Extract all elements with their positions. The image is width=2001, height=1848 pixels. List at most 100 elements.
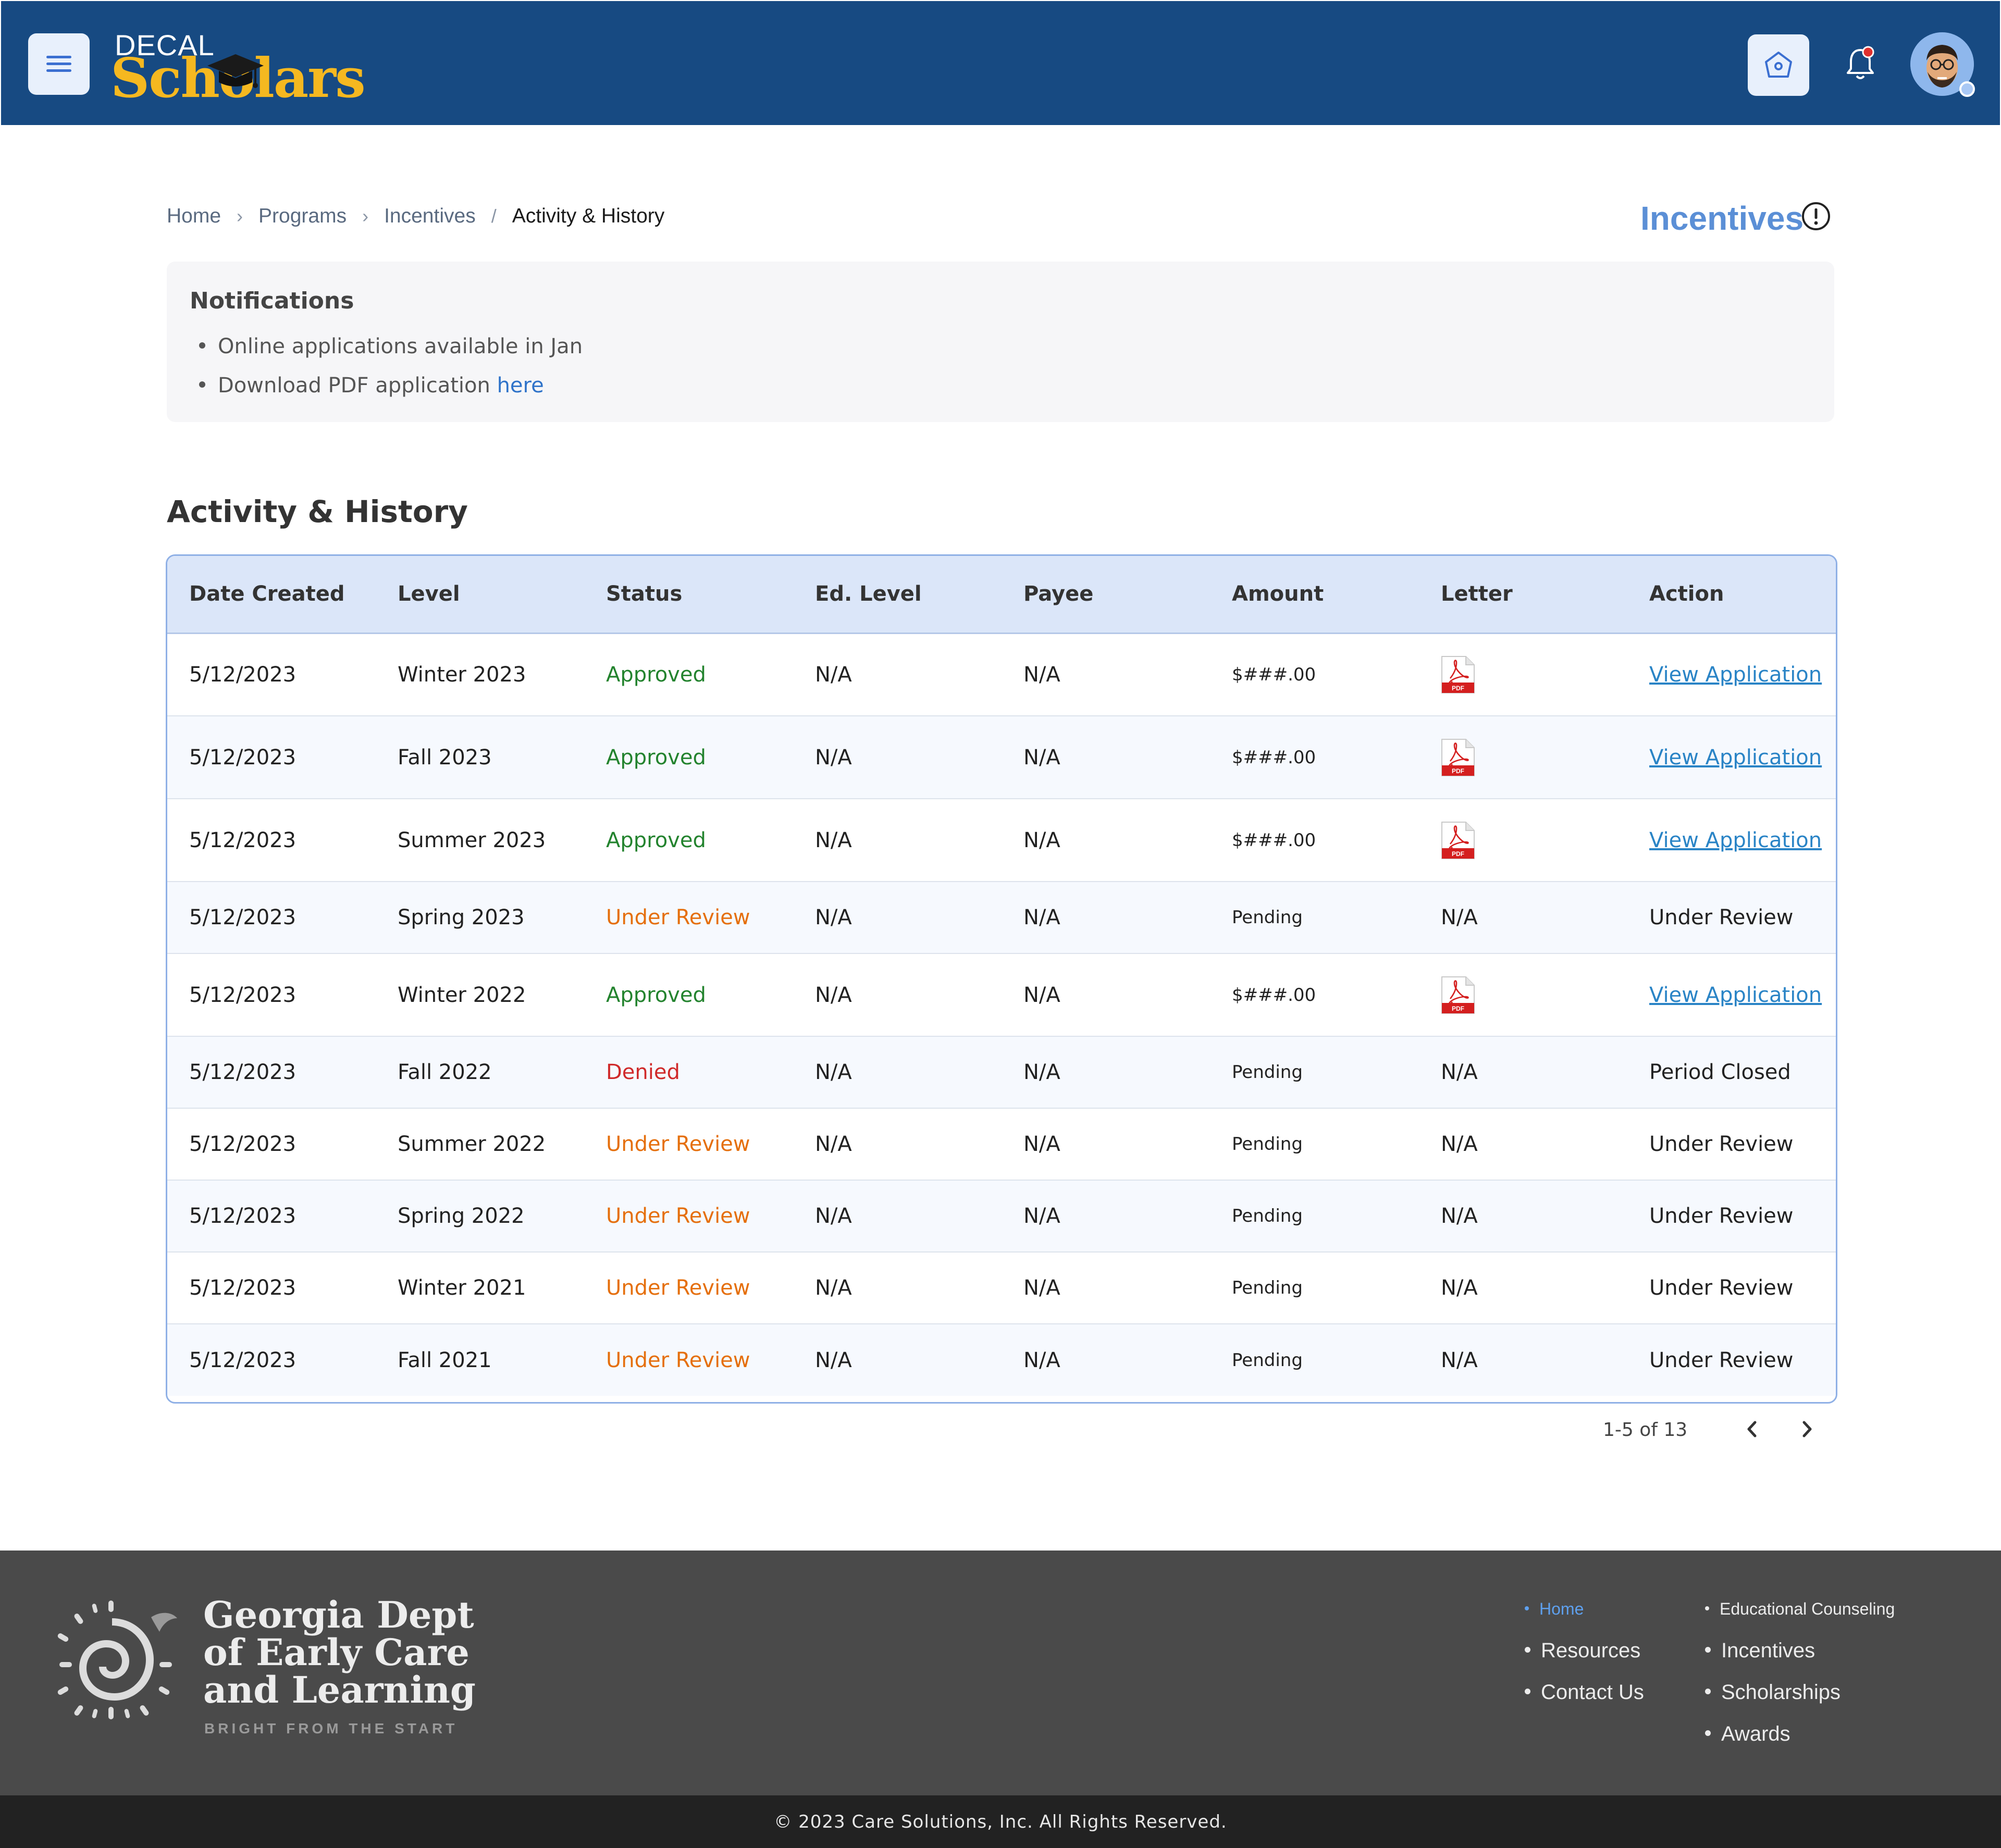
cell-payee: N/A <box>1002 1036 1210 1109</box>
cell-status: Under Review <box>584 1252 793 1324</box>
bullet-icon <box>1525 1606 1529 1610</box>
breadcrumb-home[interactable]: Home <box>167 205 221 227</box>
footer-link-label: Scholarships <box>1721 1681 1841 1704</box>
view-application-link[interactable]: View Application <box>1649 983 1822 1007</box>
cell-amount: $###.00 <box>1210 633 1419 716</box>
cell-letter: N/A <box>1419 1036 1627 1109</box>
cell-amount: Pending <box>1210 1180 1419 1252</box>
column-header-letter[interactable]: Letter <box>1419 556 1627 634</box>
copyright-bar: © 2023 Care Solutions, Inc. All Rights R… <box>0 1795 2001 1848</box>
cell-amount: Pending <box>1210 1252 1419 1324</box>
info-icon[interactable] <box>1801 201 1831 231</box>
cell-action: View Application <box>1627 953 1836 1037</box>
pdf-file-icon[interactable]: PDF <box>1441 655 1475 694</box>
cell-payee: N/A <box>1002 716 1210 799</box>
bullet-icon <box>1705 1730 1711 1736</box>
chevron-right-icon[interactable] <box>1793 1415 1821 1443</box>
cell-level: Winter 2022 <box>376 953 584 1037</box>
column-header-level[interactable]: Level <box>376 556 584 634</box>
footer-link-label: Home <box>1539 1599 1584 1618</box>
view-application-link[interactable]: View Application <box>1649 745 1822 770</box>
table-row: 5/12/2023 Summer 2023 Approved N/A N/A $###.0… <box>167 799 1836 882</box>
cell-amount: $###.00 <box>1210 953 1419 1037</box>
cell-letter: PDF <box>1419 716 1627 799</box>
column-header-payee[interactable]: Payee <box>1002 556 1210 634</box>
home-icon <box>1765 52 1792 78</box>
breadcrumb-incentives[interactable]: Incentives <box>384 205 476 227</box>
notifications-bell-icon[interactable] <box>1839 43 1881 84</box>
decal-scholars-logo[interactable]: DECAL Scholars <box>110 23 366 110</box>
cell-letter: PDF <box>1419 799 1627 882</box>
column-header-ed-level[interactable]: Ed. Level <box>793 556 1002 634</box>
cell-level: Winter 2021 <box>376 1252 584 1324</box>
cell-payee: N/A <box>1002 1324 1210 1396</box>
cell-ed-level: N/A <box>793 1180 1002 1252</box>
bullet-icon <box>1705 1646 1711 1653</box>
cell-date-created: 5/12/2023 <box>167 882 376 954</box>
table-row: 5/12/2023 Summer 2022 Under Review N/A N/A Pe… <box>167 1108 1836 1181</box>
view-application-link[interactable]: View Application <box>1649 662 1822 687</box>
footer: Georgia Dept of Early Care and Learning … <box>0 1551 2001 1795</box>
cell-action: Period Closed <box>1627 1036 1836 1109</box>
breadcrumb-programs[interactable]: Programs <box>258 205 347 227</box>
table-row: 5/12/2023 Fall 2022 Denied N/A N/A Pending N/A… <box>167 1036 1836 1109</box>
column-header-action[interactable]: Action <box>1627 556 1836 634</box>
cell-date-created: 5/12/2023 <box>167 799 376 882</box>
pagination-range: 1-5 of 13 <box>1603 1419 1688 1441</box>
cell-level: Winter 2023 <box>376 633 584 716</box>
chevron-left-icon[interactable] <box>1738 1415 1767 1443</box>
organization-tagline: BRIGHT FROM THE START <box>204 1720 458 1737</box>
home-button[interactable] <box>1748 34 1809 96</box>
download-pdf-link[interactable]: here <box>497 374 544 398</box>
menu-button[interactable] <box>28 33 90 95</box>
cell-payee: N/A <box>1002 1180 1210 1252</box>
breadcrumb-current: Activity & History <box>512 205 665 227</box>
cell-action: View Application <box>1627 716 1836 799</box>
column-header-status[interactable]: Status <box>584 556 793 634</box>
cell-payee: N/A <box>1002 633 1210 716</box>
table-row: 5/12/2023 Spring 2022 Under Review N/A N/A Pe… <box>167 1180 1836 1252</box>
footer-link-educational-counseling[interactable]: Educational Counseling <box>1705 1599 1895 1619</box>
pdf-file-icon[interactable]: PDF <box>1441 738 1475 777</box>
cell-date-created: 5/12/2023 <box>167 633 376 716</box>
column-header-date-created[interactable]: Date Created <box>167 556 376 634</box>
cell-status: Denied <box>584 1036 793 1109</box>
footer-link-awards[interactable]: Awards <box>1705 1722 1790 1746</box>
avatar-icon <box>1910 32 1974 96</box>
cell-date-created: 5/12/2023 <box>167 1180 376 1252</box>
user-avatar[interactable] <box>1910 32 1974 96</box>
view-application-link[interactable]: View Application <box>1649 828 1822 852</box>
cell-ed-level: N/A <box>793 882 1002 954</box>
footer-link-contact-us[interactable]: Contact Us <box>1525 1681 1644 1704</box>
table-row: 5/12/2023 Winter 2022 Approved N/A N/A $###.0… <box>167 953 1836 1037</box>
cell-ed-level: N/A <box>793 953 1002 1037</box>
bullet-icon <box>1705 1688 1711 1694</box>
cell-ed-level: N/A <box>793 1252 1002 1324</box>
cell-letter: N/A <box>1419 882 1627 954</box>
cell-status: Under Review <box>584 1180 793 1252</box>
cell-level: Spring 2022 <box>376 1180 584 1252</box>
bullet-icon <box>199 381 205 388</box>
svg-text:PDF: PDF <box>1452 767 1464 775</box>
cell-payee: N/A <box>1002 953 1210 1037</box>
cell-status: Approved <box>584 716 793 799</box>
footer-link-resources[interactable]: Resources <box>1525 1639 1640 1663</box>
pdf-file-icon[interactable]: PDF <box>1441 976 1475 1014</box>
copyright-text: © 2023 Care Solutions, Inc. All Rights R… <box>774 1811 1227 1832</box>
bright-from-the-start-sun-logo-icon <box>57 1601 177 1719</box>
pdf-file-icon[interactable]: PDF <box>1441 821 1475 860</box>
footer-link-label: Educational Counseling <box>1720 1599 1895 1618</box>
cell-level: Fall 2022 <box>376 1036 584 1109</box>
cell-level: Fall 2023 <box>376 716 584 799</box>
column-header-amount[interactable]: Amount <box>1210 556 1419 634</box>
section-title: Activity & History <box>167 494 468 529</box>
footer-link-incentives[interactable]: Incentives <box>1705 1639 1815 1663</box>
cell-amount: $###.00 <box>1210 799 1419 882</box>
graduation-cap-icon <box>207 54 264 88</box>
table-row: 5/12/2023 Winter 2023 Approved N/A N/A $###.0… <box>167 633 1836 716</box>
svg-text:PDF: PDF <box>1452 1005 1464 1012</box>
notifications-panel: Notifications Online applications availa… <box>167 262 1834 422</box>
footer-link-home[interactable]: Home <box>1525 1599 1584 1619</box>
cell-payee: N/A <box>1002 1252 1210 1324</box>
footer-link-scholarships[interactable]: Scholarships <box>1705 1681 1841 1704</box>
